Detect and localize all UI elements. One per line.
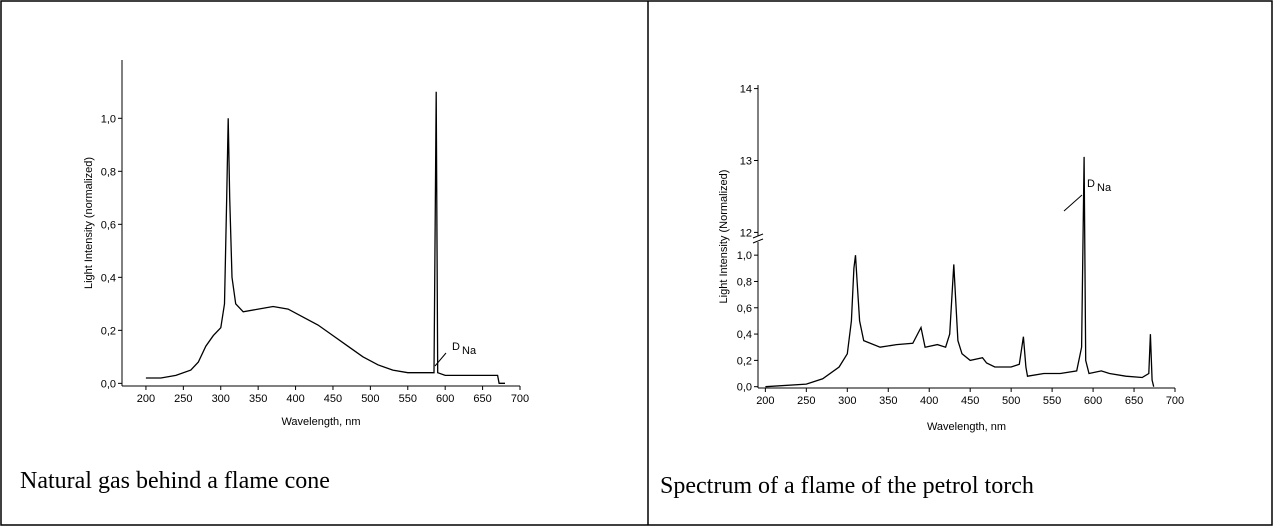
axis-break: [752, 233, 764, 239]
y-tick-label: 0,0: [101, 378, 116, 390]
annotation-subscript: Na: [1097, 182, 1112, 194]
x-tick-label: 250: [797, 395, 815, 407]
y-axis-title: Light Intensity (Normalized): [718, 170, 730, 304]
axis-break: [752, 238, 764, 244]
x-tick-label: 300: [838, 395, 856, 407]
x-tick-label: 550: [1043, 395, 1061, 407]
x-tick-label: 300: [212, 393, 230, 405]
annotation-arrow: [434, 352, 447, 367]
annotation: D: [1087, 178, 1095, 190]
annotation-subscript: Na: [462, 345, 477, 357]
y-tick-label: 0,4: [737, 329, 752, 341]
y-tick-label: 13: [740, 156, 752, 168]
caption: Natural gas behind a flame cone: [20, 468, 330, 494]
x-tick-label: 700: [511, 393, 529, 405]
x-tick-label: 450: [961, 395, 979, 407]
x-tick-label: 700: [1166, 395, 1184, 407]
x-tick-label: 200: [137, 393, 155, 405]
y-tick-label: 14: [740, 84, 752, 96]
spectrum-line: [765, 156, 1155, 388]
x-tick-label: 400: [286, 393, 304, 405]
annotation-arrow: [1063, 194, 1083, 212]
y-tick-label: 0,2: [737, 355, 752, 367]
y-axis-title: Light Intensity (normalized): [83, 157, 95, 289]
y-tick-label: 1,0: [737, 250, 752, 262]
x-tick-label: 600: [436, 393, 454, 405]
spectrum-line: [145, 91, 505, 384]
x-tick-label: 350: [249, 393, 267, 405]
y-tick-label: 0,0: [737, 382, 752, 394]
x-tick-label: 550: [399, 393, 417, 405]
x-tick-label: 200: [756, 395, 774, 407]
y-tick-label: 0,2: [101, 325, 116, 337]
caption: Spectrum of a flame of the petrol torch: [660, 473, 1034, 499]
y-tick-label: 0,4: [101, 272, 116, 284]
y-tick-label: 12: [740, 227, 752, 239]
x-axis-title: Wavelength, nm: [927, 421, 1006, 433]
y-tick-label: 1,0: [101, 113, 116, 125]
x-tick-label: 500: [361, 393, 379, 405]
x-tick-label: 650: [1125, 395, 1143, 407]
x-axis-title: Wavelength, nm: [281, 416, 360, 428]
x-tick-label: 250: [174, 393, 192, 405]
x-tick-label: 450: [324, 393, 342, 405]
x-tick-label: 350: [879, 395, 897, 407]
y-tick-label: 0,6: [101, 219, 116, 231]
x-tick-label: 500: [1002, 395, 1020, 407]
x-tick-label: 400: [920, 395, 938, 407]
y-tick-label: 0,6: [737, 303, 752, 315]
x-tick-label: 650: [473, 393, 491, 405]
x-tick-label: 600: [1084, 395, 1102, 407]
y-tick-label: 0,8: [101, 166, 116, 178]
y-tick-label: 0,8: [737, 276, 752, 288]
annotation: D: [452, 341, 460, 353]
